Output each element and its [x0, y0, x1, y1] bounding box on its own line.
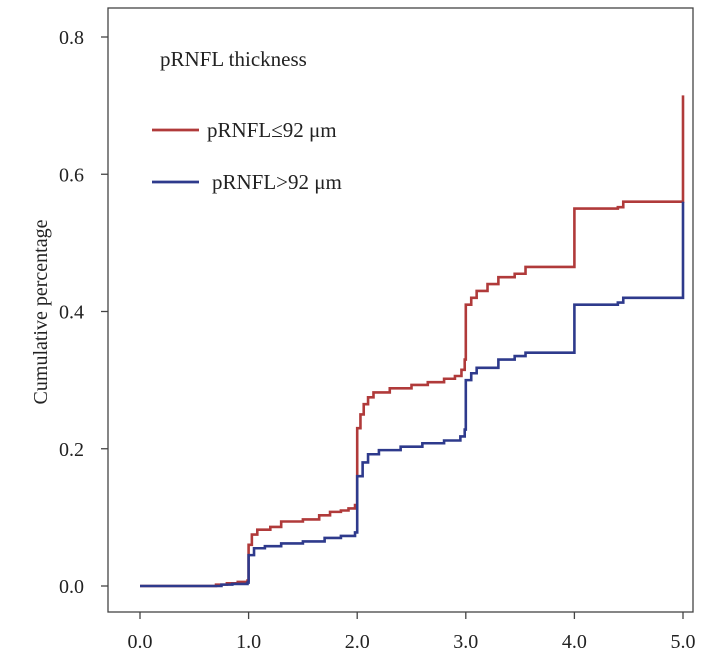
- legend: pRNFL thickness pRNFL≤92 μm pRNFL>92 μm: [152, 47, 342, 194]
- series-line-prnfl-le-92: [140, 95, 685, 588]
- x-tick-label: 1.0: [236, 631, 261, 653]
- x-tick-label: 5.0: [671, 631, 696, 653]
- x-tick-label: 2.0: [345, 631, 370, 653]
- legend-entry-label: pRNFL>92 μm: [212, 170, 342, 194]
- y-tick-label: 0.8: [59, 27, 84, 49]
- y-tick-label: 0.4: [59, 302, 84, 324]
- plot-border: [107, 7, 694, 613]
- series-layer: [140, 95, 685, 588]
- plot-frame: [107, 7, 694, 613]
- x-tick-label: 4.0: [562, 631, 587, 653]
- legend-title: pRNFL thickness: [160, 47, 307, 71]
- x-tick-label: 0.0: [128, 631, 153, 653]
- x-tick-label: 3.0: [453, 631, 478, 653]
- x-axis: 0.0 1.0 2.0 3.0 4.0 5.0: [128, 612, 696, 653]
- legend-entry-label: pRNFL≤92 μm: [207, 118, 337, 142]
- y-axis-title: Cumulative percentage: [30, 219, 52, 404]
- y-tick-label: 0.2: [59, 439, 84, 461]
- y-tick-label: 0.6: [59, 164, 84, 186]
- y-axis: 0.0 0.2 0.4 0.6 0.8: [59, 27, 108, 598]
- y-tick-label: 0.0: [59, 576, 84, 598]
- series-line-prnfl-gt-92: [140, 201, 685, 588]
